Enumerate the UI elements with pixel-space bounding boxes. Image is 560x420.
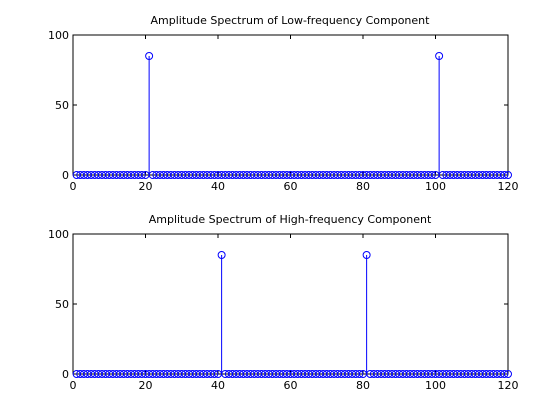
data-marker <box>504 370 512 378</box>
x-tick-label: 60 <box>284 180 298 193</box>
y-tick-label: 50 <box>55 99 69 112</box>
x-tick-label: 100 <box>425 379 446 392</box>
x-tick-label: 120 <box>498 180 519 193</box>
x-tick-label: 40 <box>211 379 225 392</box>
data-marker <box>504 171 512 179</box>
x-tick-label: 120 <box>498 379 519 392</box>
stem-series <box>72 52 512 179</box>
chart-title: Amplitude Spectrum of High-frequency Com… <box>149 213 432 226</box>
data-marker <box>500 171 509 179</box>
y-tick-label: 50 <box>55 298 69 311</box>
x-tick-label: 20 <box>139 379 153 392</box>
axes-box <box>72 34 509 176</box>
y-tick-label: 0 <box>62 169 69 182</box>
peak-marker <box>362 251 371 259</box>
x-tick-label: 0 <box>70 379 77 392</box>
data-marker <box>137 171 146 179</box>
x-tick-label: 80 <box>356 379 370 392</box>
data-marker <box>427 171 436 179</box>
axis-ticks: 0 20 40 60 80 100 120 0 50 100 <box>48 29 519 193</box>
chart-title: Amplitude Spectrum of Low-frequency Comp… <box>151 14 431 27</box>
y-tick-label: 100 <box>48 228 69 241</box>
x-tick-label: 0 <box>70 180 77 193</box>
subplot-low-frequency: Amplitude Spectrum of Low-frequency Comp… <box>48 14 519 193</box>
y-tick-label: 100 <box>48 29 69 42</box>
data-marker <box>500 370 509 378</box>
peak-marker <box>435 52 444 60</box>
y-tick-label: 0 <box>62 368 69 381</box>
axis-ticks: 0 20 40 60 80 100 120 0 50 100 <box>48 228 519 392</box>
x-tick-label: 40 <box>211 180 225 193</box>
peak-marker <box>217 251 226 259</box>
x-tick-label: 80 <box>356 180 370 193</box>
x-tick-label: 100 <box>425 180 446 193</box>
axes-box <box>72 233 509 375</box>
data-marker <box>210 370 219 378</box>
data-marker <box>355 370 364 378</box>
subplot-high-frequency: Amplitude Spectrum of High-frequency Com… <box>48 213 519 392</box>
peak-marker <box>145 52 154 60</box>
stem-series <box>72 251 512 378</box>
x-tick-label: 60 <box>284 379 298 392</box>
x-tick-label: 20 <box>139 180 153 193</box>
